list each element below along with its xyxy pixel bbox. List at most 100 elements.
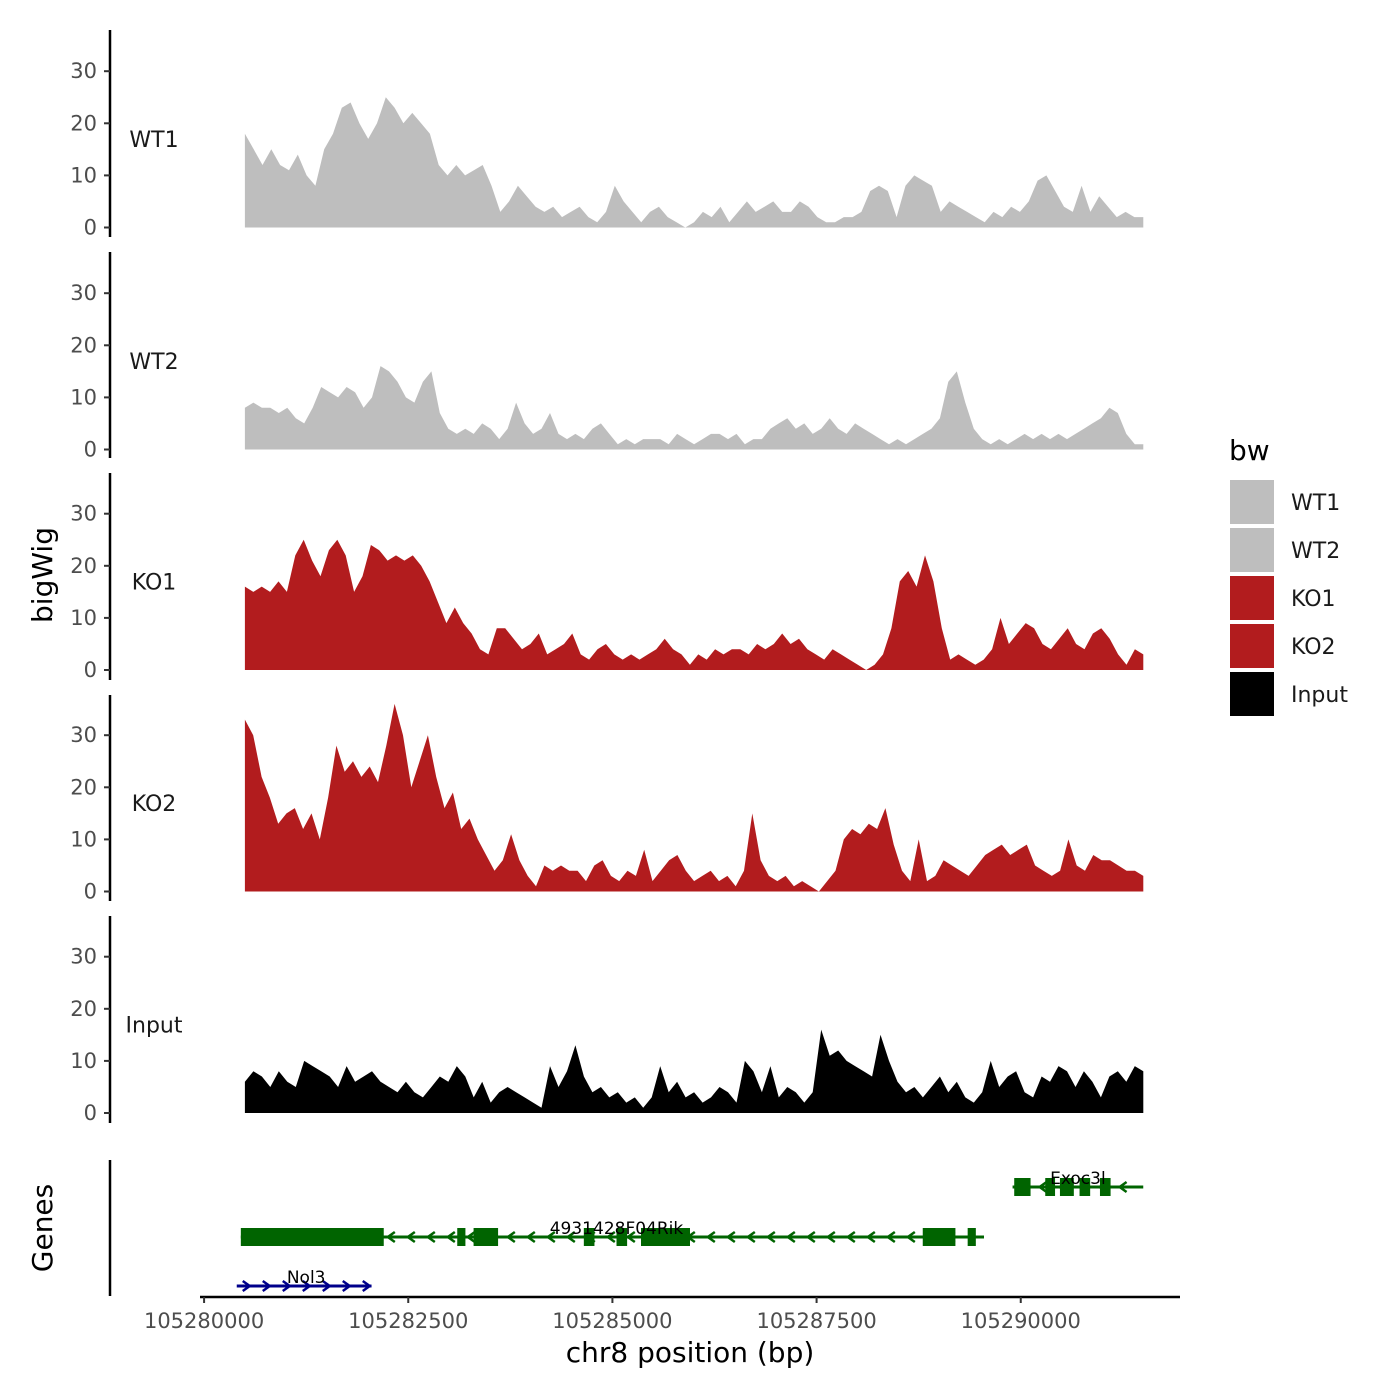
y-tick-label: 0 bbox=[84, 658, 97, 682]
legend-label-ko1: KO1 bbox=[1291, 587, 1336, 612]
legend-swatch-wt1 bbox=[1230, 480, 1274, 524]
y-tick-label: 20 bbox=[70, 554, 97, 578]
exon bbox=[1014, 1178, 1031, 1196]
strand-arrow bbox=[565, 1230, 576, 1244]
strand-arrow bbox=[825, 1230, 836, 1244]
legend-swatch-ko1 bbox=[1230, 576, 1274, 620]
x-tick-label: 105285000 bbox=[552, 1309, 672, 1333]
x-axis: 105280000 105282500 105285000 105287500 1052… bbox=[144, 1295, 1180, 1333]
strand-arrow bbox=[262, 1279, 272, 1293]
gene-4931428f04rik: 4931428F04Rik bbox=[240, 1219, 984, 1246]
exon bbox=[1045, 1178, 1056, 1196]
y-tick-label: 30 bbox=[70, 723, 97, 747]
genes-panel: Genes Exoc3l 4931428F04Rik Nol3 bbox=[26, 1160, 1144, 1296]
legend-swatch-ko2 bbox=[1230, 624, 1274, 668]
area-ko1 bbox=[244, 539, 1144, 670]
y-tick-label: 10 bbox=[70, 606, 97, 630]
exon bbox=[1059, 1178, 1074, 1196]
y-axis-title: bigWig bbox=[26, 527, 59, 623]
y-tick-label: 0 bbox=[84, 880, 97, 904]
strand-arrow bbox=[725, 1230, 736, 1244]
gene-nol3: Nol3 bbox=[236, 1268, 372, 1293]
track-label: WT1 bbox=[129, 128, 178, 153]
track-label: KO1 bbox=[132, 570, 177, 595]
legend-label-ko2: KO2 bbox=[1291, 635, 1336, 660]
y-tick-label: 30 bbox=[70, 945, 97, 969]
track-label: WT2 bbox=[129, 350, 178, 375]
strand-arrow bbox=[885, 1230, 896, 1244]
x-tick-label: 105290000 bbox=[961, 1309, 1081, 1333]
strand-arrow bbox=[445, 1230, 456, 1244]
y-tick-label: 20 bbox=[70, 333, 97, 357]
legend-swatch-input bbox=[1230, 672, 1274, 716]
strand-arrow bbox=[525, 1230, 536, 1244]
track-ko1: 0 10 20 30 KO1 bbox=[70, 473, 1144, 682]
track-input: 0 10 20 30 Input bbox=[70, 916, 1144, 1125]
area-wt2 bbox=[244, 366, 1144, 450]
area-input bbox=[244, 1029, 1144, 1113]
track-label: Input bbox=[126, 1013, 183, 1038]
y-tick-label: 10 bbox=[70, 1049, 97, 1073]
area-ko2 bbox=[244, 703, 1144, 892]
gene-label: Nol3 bbox=[287, 1268, 326, 1288]
gene-exoc3l: Exoc3l bbox=[1012, 1169, 1144, 1196]
strand-arrow bbox=[905, 1230, 916, 1244]
y-tick-label: 10 bbox=[70, 385, 97, 409]
track-ko2: 0 10 20 30 KO2 bbox=[70, 695, 1144, 904]
genes-panel-label: Genes bbox=[26, 1184, 59, 1272]
strand-arrow bbox=[242, 1279, 252, 1293]
strand-arrow bbox=[425, 1230, 436, 1244]
legend-title: bw bbox=[1229, 434, 1270, 467]
track-wt1: 0 10 20 30 WT1 bbox=[70, 30, 1144, 240]
y-tick-label: 30 bbox=[70, 59, 97, 83]
exon bbox=[641, 1228, 690, 1246]
gene-label: 4931428F04Rik bbox=[550, 1219, 684, 1239]
strand-arrow bbox=[1117, 1180, 1128, 1194]
x-axis-title: chr8 position (bp) bbox=[566, 1336, 815, 1369]
y-tick-label: 0 bbox=[84, 216, 97, 240]
strand-arrow bbox=[322, 1279, 332, 1293]
strand-arrow bbox=[405, 1230, 416, 1244]
exon bbox=[473, 1228, 499, 1246]
strand-arrow bbox=[385, 1230, 396, 1244]
y-tick-label: 10 bbox=[70, 827, 97, 851]
exon bbox=[922, 1228, 956, 1246]
exon bbox=[616, 1228, 628, 1246]
exon bbox=[583, 1228, 595, 1246]
strand-arrow bbox=[705, 1230, 716, 1244]
legend-label-wt2: WT2 bbox=[1291, 539, 1340, 564]
legend-label-wt1: WT1 bbox=[1291, 491, 1340, 516]
legend-label-input: Input bbox=[1291, 683, 1348, 708]
y-tick-label: 10 bbox=[70, 163, 97, 187]
strand-arrow bbox=[342, 1279, 352, 1293]
exon bbox=[457, 1228, 466, 1246]
y-tick-label: 0 bbox=[84, 1101, 97, 1125]
strand-arrow bbox=[805, 1230, 816, 1244]
strand-arrow bbox=[625, 1230, 636, 1244]
strand-arrow bbox=[605, 1230, 616, 1244]
track-label: KO2 bbox=[132, 792, 177, 817]
x-tick-label: 105287500 bbox=[756, 1309, 876, 1333]
y-tick-label: 0 bbox=[84, 438, 97, 462]
strand-arrow bbox=[302, 1279, 312, 1293]
x-tick-label: 105282500 bbox=[348, 1309, 468, 1333]
strand-arrow bbox=[545, 1230, 556, 1244]
strand-arrow bbox=[785, 1230, 796, 1244]
legend: bw WT1 WT2 KO1 KO2 Input bbox=[1229, 434, 1348, 716]
strand-arrow bbox=[465, 1230, 476, 1244]
exon bbox=[1079, 1178, 1091, 1196]
exon bbox=[240, 1228, 384, 1246]
bigwig-tracks: 0 10 20 30 WT1 0 10 20 30 WT2 0 10 20 30 KO1 0 10 20 30 KO2… bbox=[70, 30, 1144, 1125]
y-tick-label: 30 bbox=[70, 281, 97, 305]
track-wt2: 0 10 20 30 WT2 bbox=[70, 252, 1144, 462]
legend-swatch-wt2 bbox=[1230, 528, 1274, 572]
strand-arrow bbox=[765, 1230, 776, 1244]
strand-arrow bbox=[745, 1230, 756, 1244]
gene-label: Exoc3l bbox=[1050, 1169, 1106, 1189]
exon bbox=[1099, 1178, 1111, 1196]
strand-arrow bbox=[865, 1230, 876, 1244]
strand-arrow bbox=[1037, 1180, 1048, 1194]
y-tick-label: 20 bbox=[70, 775, 97, 799]
x-tick-label: 105280000 bbox=[144, 1309, 264, 1333]
exon bbox=[967, 1228, 976, 1246]
